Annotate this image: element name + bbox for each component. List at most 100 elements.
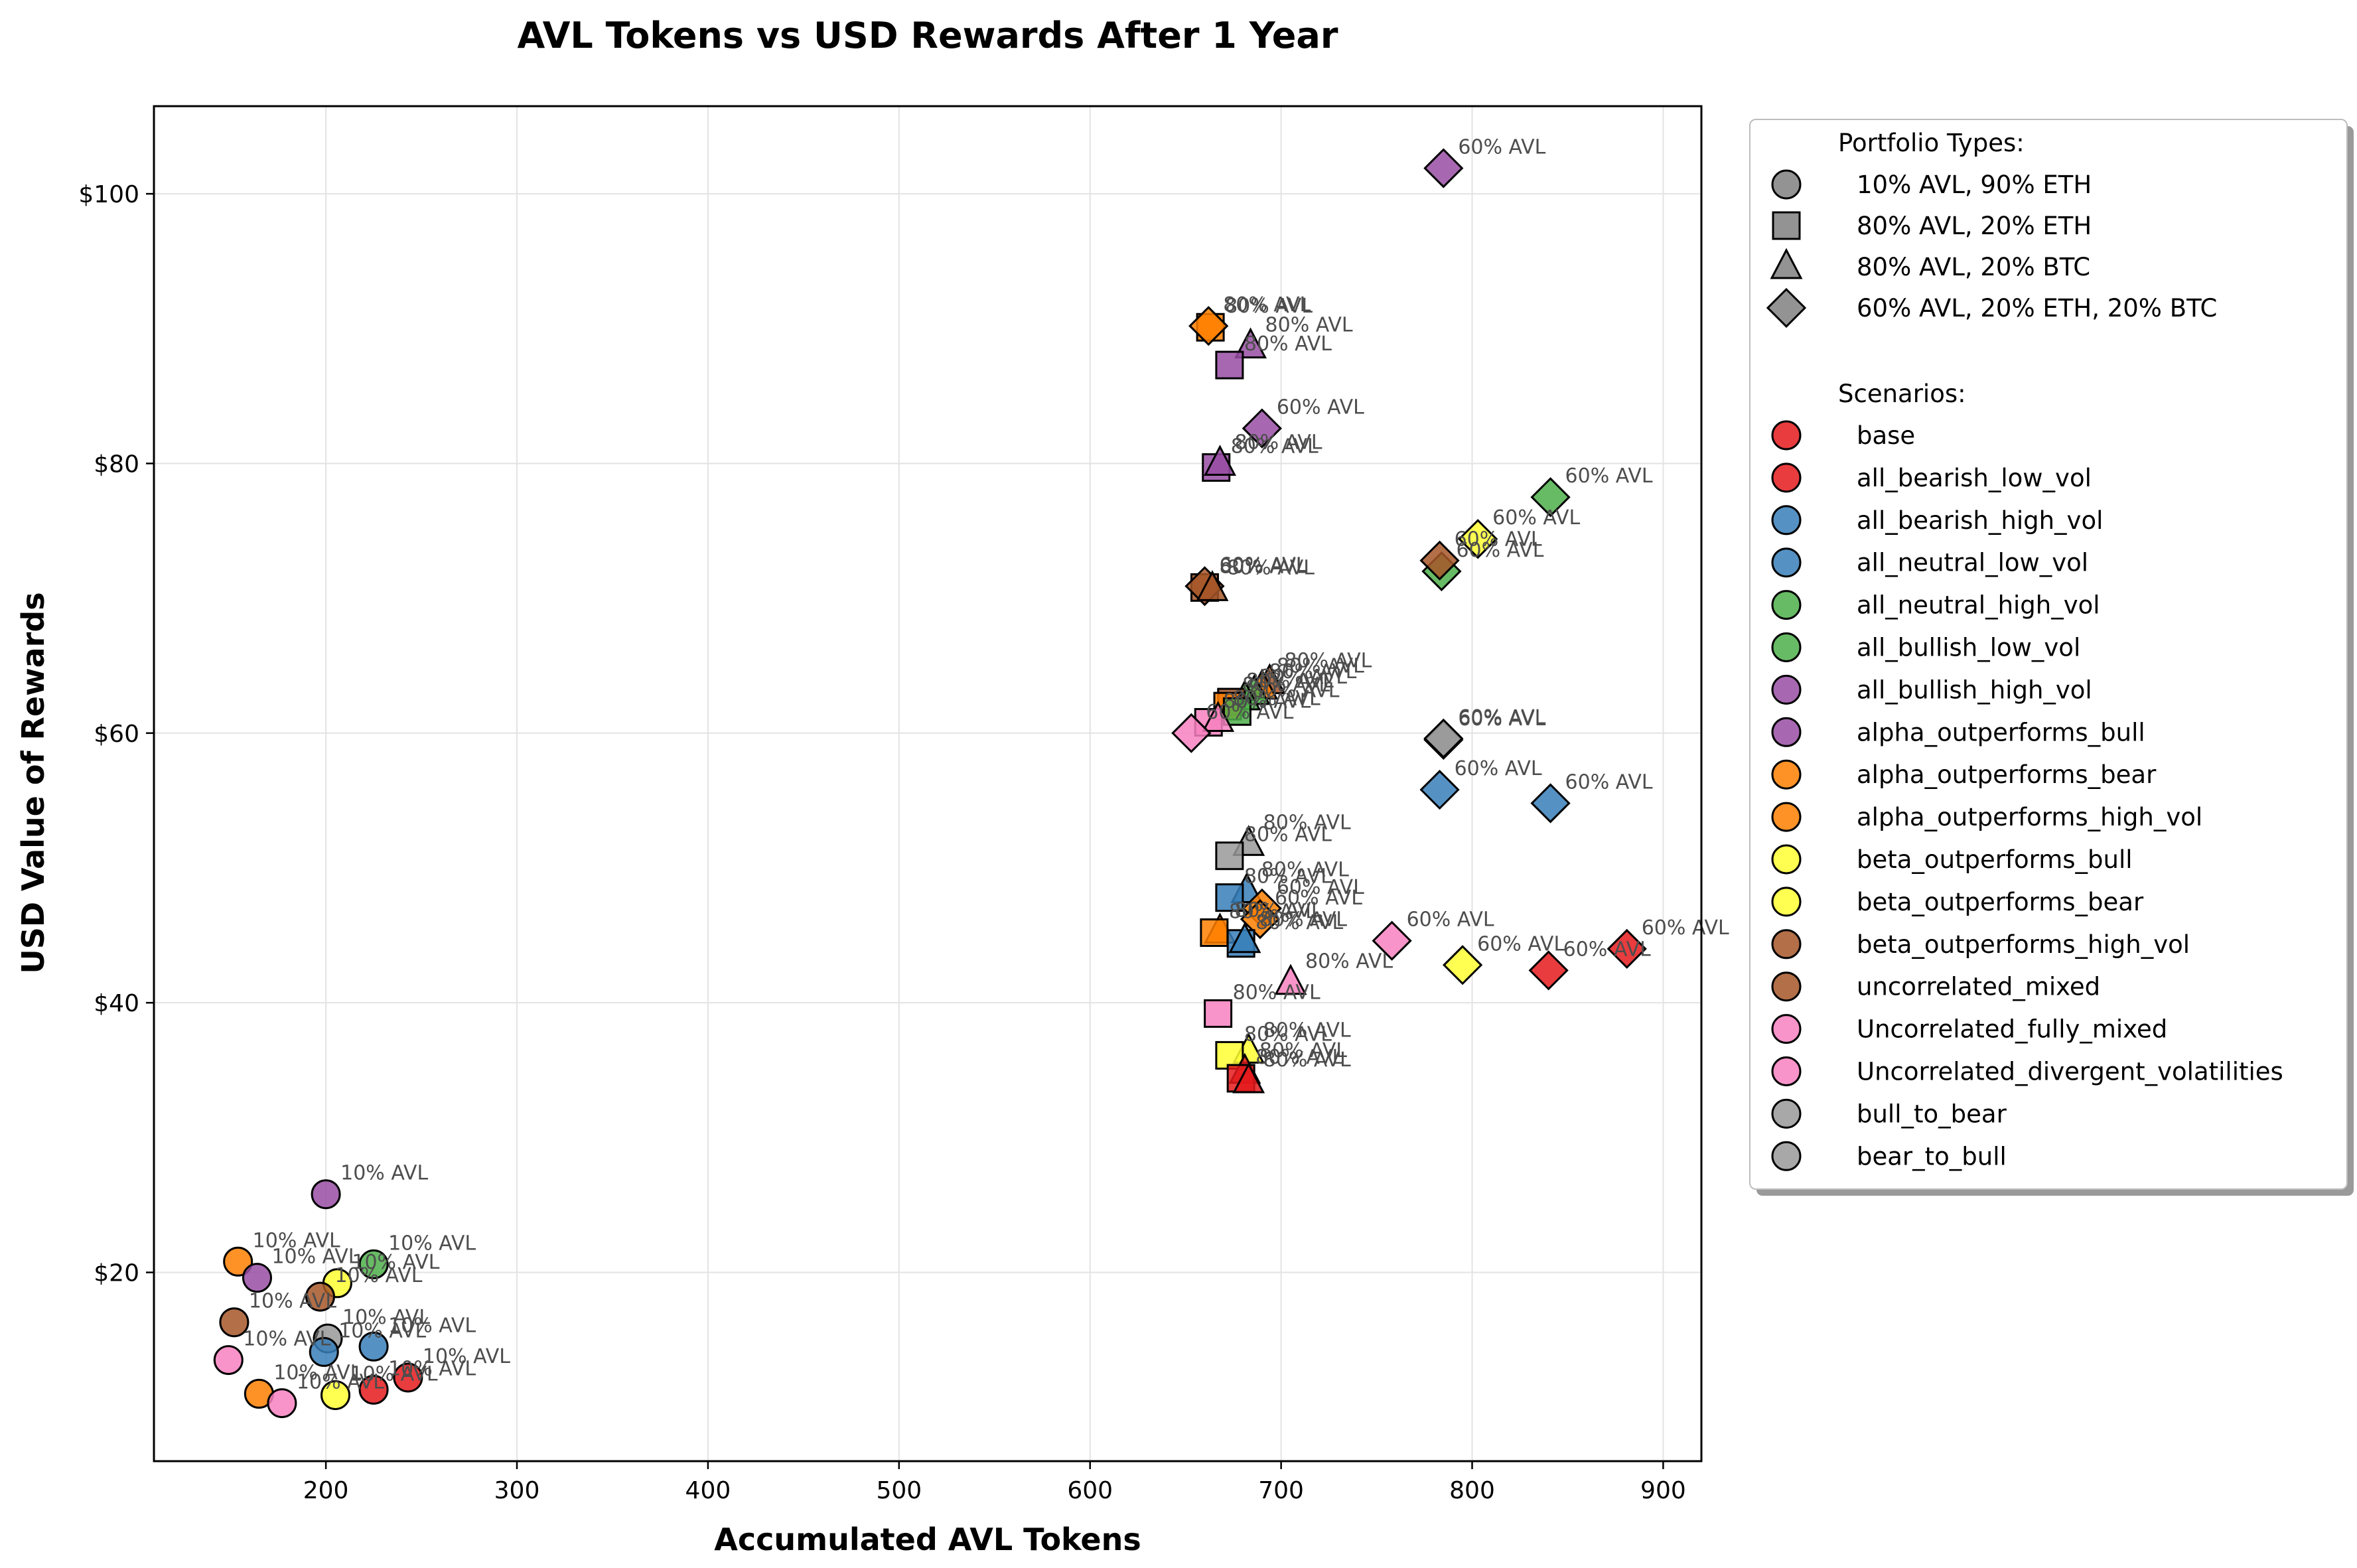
data-point-square bbox=[1222, 697, 1251, 726]
data-point-label: 80% AVL bbox=[1277, 655, 1364, 678]
data-point-label: 80% AVL bbox=[1229, 900, 1317, 924]
legend-marker-scenario bbox=[1771, 759, 1802, 790]
data-point-label: 80% AVL bbox=[1244, 1023, 1332, 1046]
x-tick-label: 600 bbox=[1067, 1477, 1113, 1504]
legend-scenario-label: beta_outperforms_bear bbox=[1857, 888, 2144, 916]
data-point-square bbox=[1215, 883, 1244, 912]
x-tick-label: 800 bbox=[1449, 1477, 1495, 1504]
data-point-circle bbox=[305, 1281, 335, 1312]
data-point-diamond bbox=[1372, 920, 1412, 961]
legend-marker-square bbox=[1772, 211, 1801, 240]
data-point-label: 10% AVL bbox=[273, 1361, 361, 1384]
data-point-label: 10% AVL bbox=[297, 1371, 384, 1394]
y-axis-label: USD Value of Rewards bbox=[15, 592, 51, 973]
legend-scenario-label: bull_to_bear bbox=[1857, 1100, 2007, 1128]
data-point-label: 80% AVL bbox=[1244, 332, 1332, 356]
x-tick-label: 200 bbox=[303, 1477, 349, 1504]
data-point-diamond bbox=[1188, 306, 1229, 346]
legend-marker-scenario bbox=[1771, 717, 1802, 747]
legend-scenario-label: all_bearish_high_vol bbox=[1857, 506, 2103, 535]
x-axis-label: Accumulated AVL Tokens bbox=[714, 1522, 1141, 1557]
legend-portfolio-label: 60% AVL, 20% ETH, 20% BTC bbox=[1857, 294, 2217, 322]
data-point-label: 80% AVL bbox=[1233, 687, 1321, 710]
data-point-diamond bbox=[1443, 945, 1483, 985]
data-point-label: 80% AVL bbox=[1242, 674, 1330, 697]
legend-scenario-label: beta_outperforms_bull bbox=[1857, 845, 2133, 874]
legend-scenario-label: all_bearish_low_vol bbox=[1857, 464, 2092, 492]
x-tick-label: 900 bbox=[1640, 1477, 1686, 1504]
legend-marker-scenario bbox=[1771, 463, 1802, 493]
legend-marker-scenario bbox=[1771, 1098, 1802, 1129]
data-point-label: 80% AVL bbox=[1219, 555, 1307, 578]
data-point-circle bbox=[321, 1380, 351, 1410]
legend-marker-diamond bbox=[1766, 287, 1807, 328]
legend-scenario-label: beta_outperforms_high_vol bbox=[1857, 930, 2190, 959]
data-point-diamond bbox=[1458, 519, 1498, 559]
data-point-circle bbox=[358, 1249, 389, 1279]
legend-scenario-label: bear_to_bull bbox=[1857, 1142, 2007, 1171]
data-point-triangle bbox=[1274, 963, 1307, 995]
legend-scenario-label: Uncorrelated_divergent_volatilities bbox=[1857, 1058, 2283, 1086]
legend-marker-scenario bbox=[1771, 547, 1802, 578]
y-tick-label: $80 bbox=[94, 451, 139, 478]
data-point-diamond bbox=[1171, 713, 1212, 753]
data-point-label: 80% AVL bbox=[1225, 295, 1313, 318]
data-point-label: 10% AVL bbox=[423, 1345, 510, 1368]
legend-scenario-label: alpha_outperforms_bull bbox=[1857, 718, 2145, 747]
legend-marker-circle bbox=[1771, 169, 1802, 200]
legend: Portfolio Types: Scenarios: 10% AVL, 90%… bbox=[1749, 119, 2354, 1196]
data-point-triangle bbox=[1228, 922, 1261, 954]
data-point-label: 80% AVL bbox=[1259, 666, 1347, 689]
plot-frame bbox=[153, 105, 1703, 1462]
data-point-label: 60% AVL bbox=[1407, 908, 1494, 932]
data-point-label: 10% AVL bbox=[338, 1319, 426, 1342]
data-point-circle bbox=[219, 1307, 250, 1338]
data-point-triangle bbox=[1202, 701, 1235, 732]
data-point-label: 60% AVL bbox=[1455, 757, 1542, 780]
data-point-diamond bbox=[1528, 950, 1569, 991]
data-point-label: 60% AVL bbox=[1458, 706, 1545, 729]
legend-marker-scenario bbox=[1771, 674, 1802, 705]
legend-marker-scenario bbox=[1771, 971, 1802, 1002]
data-point-label: 60% AVL bbox=[1563, 938, 1651, 961]
legend-scenario-label: all_neutral_low_vol bbox=[1857, 549, 2088, 577]
data-point-label: 60% AVL bbox=[1206, 701, 1293, 724]
data-point-label: 60% AVL bbox=[1277, 396, 1364, 419]
data-point-label: 60% AVL bbox=[1565, 464, 1653, 488]
data-point-circle bbox=[223, 1246, 253, 1277]
legend-scenario-label: base bbox=[1857, 421, 1915, 450]
legend-marker-scenario bbox=[1771, 887, 1802, 917]
legend-marker-scenario bbox=[1771, 844, 1802, 875]
data-point-label: 80% AVL bbox=[1305, 950, 1393, 973]
data-point-label: 10% AVL bbox=[334, 1264, 422, 1287]
legend-marker-triangle bbox=[1770, 248, 1803, 279]
legend-marker-scenario bbox=[1771, 420, 1802, 451]
data-point-diamond bbox=[1607, 928, 1647, 969]
x-tick-label: 700 bbox=[1258, 1477, 1304, 1504]
data-point-diamond bbox=[1423, 718, 1464, 759]
data-point-label: 10% AVL bbox=[350, 1362, 438, 1386]
legend-scenario-label: all_bullish_low_vol bbox=[1857, 634, 2080, 662]
data-point-label: 10% AVL bbox=[342, 1306, 430, 1329]
data-point-label: 60% AVL bbox=[1458, 135, 1545, 159]
data-point-diamond bbox=[1423, 148, 1464, 188]
data-point-square bbox=[1215, 350, 1244, 380]
legend-portfolio-label: 80% AVL, 20% BTC bbox=[1857, 253, 2090, 281]
data-point-label: 60% AVL bbox=[1477, 932, 1565, 956]
data-point-label: 60% AVL bbox=[1277, 876, 1364, 899]
data-point-circle bbox=[358, 1374, 389, 1405]
data-point-label: 80% AVL bbox=[1223, 690, 1311, 713]
x-tick-label: 400 bbox=[685, 1477, 731, 1504]
data-point-diamond bbox=[1530, 783, 1571, 823]
data-point-triangle bbox=[1232, 1062, 1265, 1094]
legend-marker-scenario bbox=[1771, 590, 1802, 620]
legend-marker-scenario bbox=[1771, 1056, 1802, 1086]
data-point-label: 10% AVL bbox=[352, 1251, 439, 1274]
legend-scenario-label: alpha_outperforms_high_vol bbox=[1857, 803, 2202, 831]
y-tick-label: $100 bbox=[78, 181, 139, 208]
data-point-circle bbox=[309, 1336, 339, 1367]
legend-marker-scenario bbox=[1771, 1141, 1802, 1171]
data-point-label: 80% AVL bbox=[1269, 660, 1356, 683]
